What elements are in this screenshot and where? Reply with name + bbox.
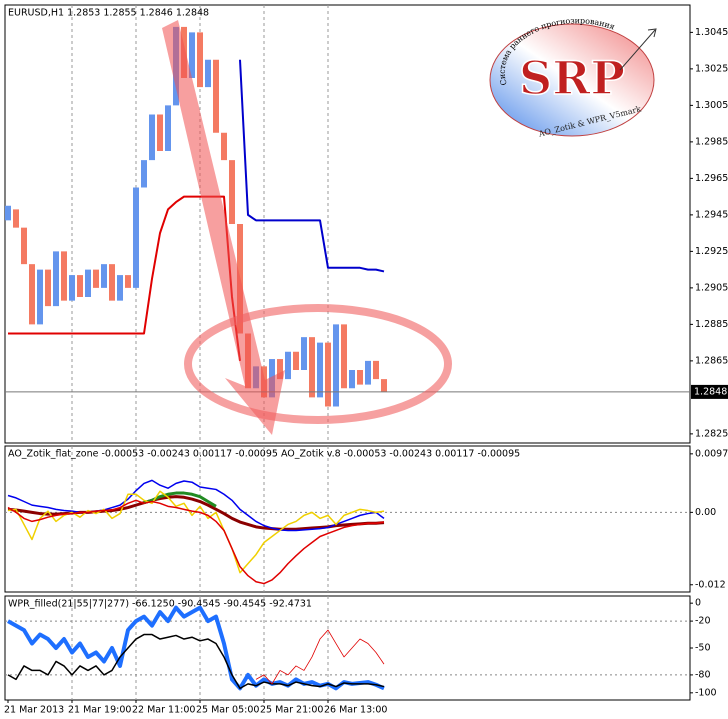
y-tick-label: 1.3005	[695, 100, 728, 111]
price-bar	[117, 275, 123, 301]
y-tick-label: -20	[695, 616, 711, 627]
series-line	[7, 479, 385, 532]
price-bar	[37, 269, 43, 325]
series-line	[239, 59, 385, 273]
y-tick-label: -0.012	[695, 579, 726, 590]
logo-badge	[489, 23, 655, 137]
logo-letters: SRP	[519, 51, 625, 105]
panel-title: EURUSD,H1 1.2853 1.2855 1.2846 1.2848	[8, 8, 209, 19]
panel-title: AO_Zotik_flat_zone -0.00053 -0.00243 0.0…	[8, 449, 520, 460]
series-line	[255, 629, 385, 685]
trend-arrow	[162, 20, 285, 435]
price-bar	[189, 32, 195, 78]
x-tick-label: 22 Mar 11:00	[132, 705, 195, 716]
y-tick-label: -100	[695, 687, 717, 698]
price-bar	[333, 324, 339, 407]
x-tick-label: 26 Mar 13:00	[324, 705, 387, 716]
price-bar	[317, 342, 323, 398]
price-bar	[197, 32, 203, 88]
price-bar	[213, 59, 219, 133]
price-bar	[341, 324, 347, 389]
price-bar	[205, 59, 211, 88]
x-tick-label: 21 Mar 2013	[4, 705, 64, 716]
price-bar	[21, 227, 27, 265]
logo-arrow	[619, 28, 657, 71]
panel-title: WPR_filled(21|55|77|277) -66.1250 -90.45…	[8, 599, 312, 610]
price-bar	[61, 251, 67, 301]
price-bar	[77, 275, 83, 297]
price-bar	[53, 251, 59, 307]
y-tick-label: -80	[695, 669, 711, 680]
y-tick-label: 1.2865	[695, 355, 728, 366]
y-tick-label: 1.3025	[695, 63, 728, 74]
price-bar	[125, 275, 131, 288]
price-bar	[309, 337, 315, 398]
price-bar	[301, 337, 307, 370]
price-bar	[85, 269, 91, 297]
series-line	[7, 490, 385, 574]
y-tick-label: 1.3045	[695, 27, 728, 38]
price-bar	[365, 360, 371, 385]
price-bar	[165, 105, 171, 151]
price-bar	[69, 275, 75, 301]
x-tick-label: 25 Mar 05:00	[196, 705, 259, 716]
y-tick-label: 1.2925	[695, 246, 728, 257]
price-bar	[5, 205, 11, 221]
zone-ellipse	[184, 304, 452, 424]
price-bar	[109, 264, 115, 301]
y-tick-label: 1.2825	[695, 428, 728, 439]
current-price-label: 1.2848	[694, 386, 727, 397]
price-bar	[149, 114, 155, 161]
y-tick-label: 0	[695, 598, 701, 609]
price-bar	[285, 351, 291, 380]
drawings	[162, 20, 452, 435]
price-bar	[93, 269, 99, 288]
y-tick-label: 1.2985	[695, 136, 728, 147]
price-bar	[325, 342, 331, 407]
panel-frame	[4, 445, 691, 593]
price-bar	[221, 132, 227, 161]
price-bar	[157, 114, 163, 151]
price-bar	[293, 351, 299, 370]
price-bar	[141, 160, 147, 188]
price-bar	[229, 160, 235, 224]
price-bar	[45, 269, 51, 307]
y-tick-label: -50	[695, 643, 711, 654]
price-bar	[101, 264, 107, 288]
current-price-box	[691, 384, 728, 399]
price-bar	[133, 187, 139, 288]
price-bar	[13, 209, 19, 228]
y-tick-label: 0.0097	[695, 448, 728, 459]
price-bar	[277, 359, 283, 380]
price-bar	[381, 379, 387, 392]
logo: Система раннего прогнозирования SRP AO_Z…	[489, 16, 657, 139]
series-line	[7, 499, 385, 585]
price-bar	[29, 264, 35, 325]
x-tick-label: 21 Mar 19:00	[68, 705, 131, 716]
price-bar	[349, 370, 355, 389]
x-tick-label: 25 Mar 21:00	[260, 705, 323, 716]
y-tick-label: 1.2885	[695, 319, 728, 330]
series-line	[7, 633, 385, 690]
panel-frame	[4, 4, 691, 444]
y-tick-label: 0.00	[695, 507, 716, 518]
y-tick-label: 1.2905	[695, 282, 728, 293]
price-bar	[373, 360, 379, 380]
y-tick-label: 1.2965	[695, 173, 728, 184]
price-bar	[357, 370, 363, 385]
y-tick-label: 1.2945	[695, 209, 728, 220]
